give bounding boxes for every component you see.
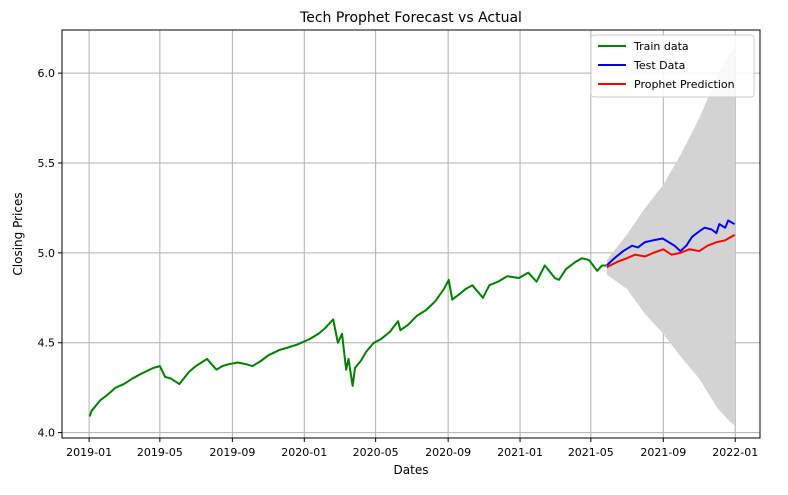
y-axis-ticks: 4.0 4.5 5.0 5.5 6.0 (38, 67, 62, 440)
y-tick-label: 6.0 (38, 67, 56, 80)
x-tick-label: 2019-01 (66, 446, 112, 459)
legend-label-prediction: Prophet Prediction (634, 78, 735, 91)
x-tick-label: 2020-09 (425, 446, 471, 459)
plot-frame (61, 29, 761, 439)
confidence-interval-band (606, 47, 735, 426)
y-tick-label: 5.5 (38, 157, 56, 170)
x-tick-label: 2021-01 (497, 446, 543, 459)
x-axis-ticks: 2019-01 2019-05 2019-09 2020-01 2020-05 2020-… (66, 438, 758, 459)
x-tick-label: 2019-09 (209, 446, 255, 459)
y-tick-label: 5.0 (38, 247, 56, 260)
y-tick-label: 4.0 (38, 427, 56, 440)
x-tick-label: 2022-01 (712, 446, 758, 459)
legend: Train data Test Data Prophet Prediction (590, 34, 755, 98)
test-data-line (606, 219, 736, 267)
train-data-line (88, 257, 607, 417)
x-tick-label: 2020-01 (281, 446, 327, 459)
x-tick-label: 2021-05 (568, 446, 614, 459)
x-tick-label: 2021-09 (640, 446, 686, 459)
chart-title: Tech Prophet Forecast vs Actual (299, 10, 522, 26)
prophet-prediction-line (606, 234, 736, 269)
legend-label-test: Test Data (633, 59, 685, 72)
x-axis-title: Dates (394, 463, 429, 477)
legend-box (590, 34, 755, 98)
series-layer (88, 219, 736, 417)
y-axis-title: Closing Prices (11, 192, 25, 275)
confidence-interval-layer (606, 47, 735, 426)
x-tick-label: 2020-05 (353, 446, 399, 459)
legend-label-train: Train data (633, 40, 689, 53)
x-tick-label: 2019-05 (137, 446, 183, 459)
y-tick-label: 4.5 (38, 337, 56, 350)
